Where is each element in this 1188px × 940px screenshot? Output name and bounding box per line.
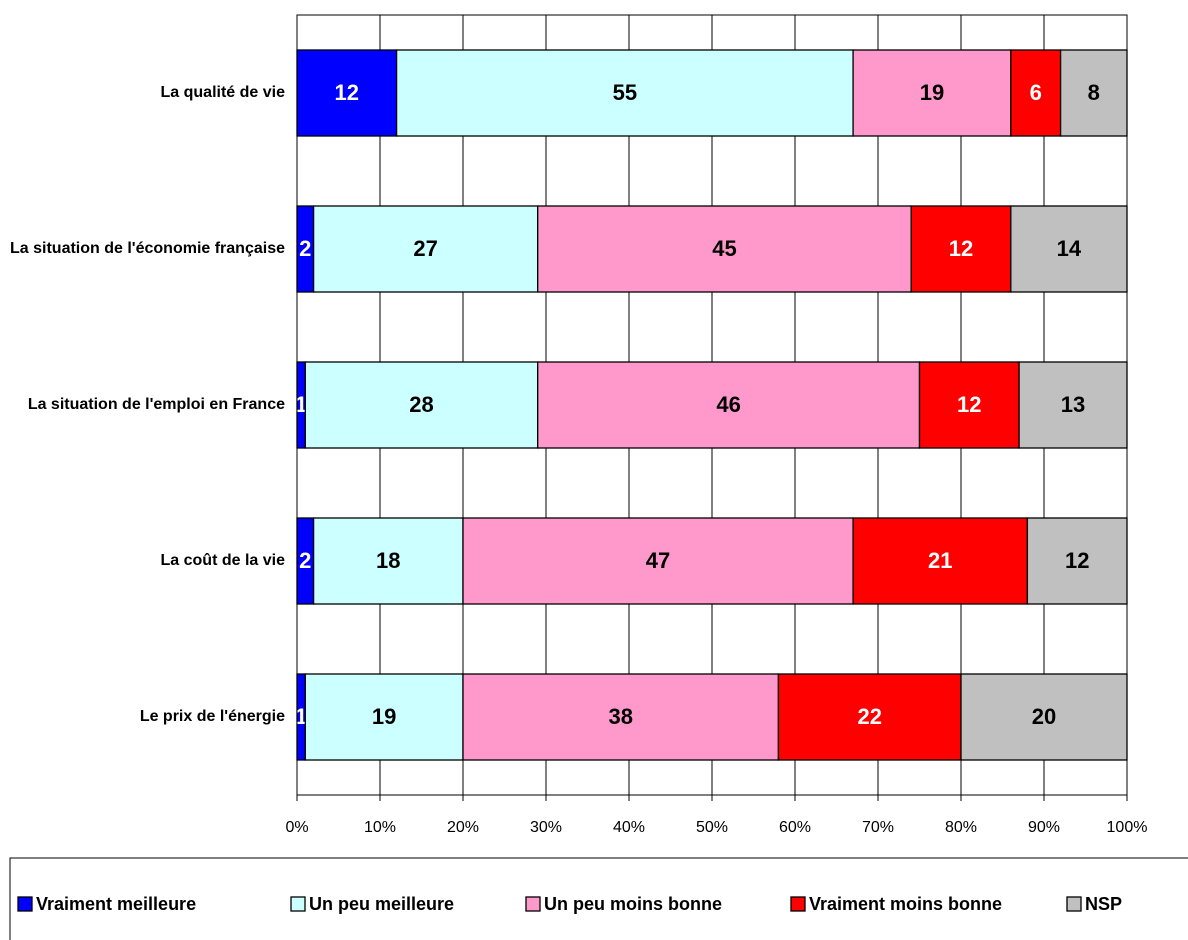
y-tick-label: La situation de l'emploi en France [27,396,285,413]
category-label-box: La situation de l'emploi en France [0,394,285,416]
data-label: 2 [299,548,311,573]
legend-label: Un peu meilleure [309,894,454,914]
bar-segment [852,49,1012,137]
bar-segment [1026,517,1128,605]
y-tick-label: La qualité de vie [160,84,285,101]
data-label: 1 [295,704,307,729]
legend-swatch [1066,896,1082,912]
bar-segment [312,205,539,293]
data-label: 14 [1057,236,1082,261]
x-tick-label: 0% [285,819,308,836]
x-tick-label: 50% [696,819,728,836]
bar-segment [1010,205,1128,293]
bar-segment [312,517,464,605]
data-label: 12 [949,236,973,261]
legend-swatch [17,896,33,912]
legend-box [9,857,1188,940]
bar-segment [296,49,398,137]
data-label: 6 [1030,80,1042,105]
data-label: 38 [608,704,632,729]
data-label: 13 [1061,392,1085,417]
data-label: 27 [413,236,437,261]
y-tick-label: La situation de l'économie française [10,240,285,257]
x-tick-label: 100% [1107,819,1148,836]
bar-segment [304,361,539,449]
bar-segment [910,205,1012,293]
legend-swatch [790,896,806,912]
data-label: 12 [957,392,981,417]
x-tick-label: 70% [862,819,894,836]
data-label: 12 [335,80,359,105]
data-label: 46 [716,392,740,417]
data-label: 8 [1088,80,1100,105]
x-tick-label: 90% [1028,819,1060,836]
category-label-box: La qualité de vie [0,82,285,104]
category-label-box: Le prix de l'énergie [0,706,285,728]
bar-segment [304,673,464,761]
legend-label: NSP [1085,894,1122,914]
x-tick-label: 30% [530,819,562,836]
data-label: 21 [928,548,952,573]
data-label: 47 [646,548,670,573]
bar-segment [960,673,1128,761]
data-label: 20 [1032,704,1056,729]
legend-label: Un peu moins bonne [544,894,722,914]
legend-swatch [525,896,541,912]
x-tick-label: 80% [945,819,977,836]
data-label: 12 [1065,548,1089,573]
bar-segment [918,361,1020,449]
x-tick-label: 40% [613,819,645,836]
data-label: 1 [295,392,307,417]
data-label: 22 [857,704,881,729]
bar-segment [462,517,854,605]
legend-label: Vraiment meilleure [36,894,196,914]
bar-segment [462,673,780,761]
data-label: 18 [376,548,400,573]
legend-swatch [290,896,306,912]
data-label: 19 [372,704,396,729]
bar-segment [1059,49,1128,137]
bar-segment [852,517,1029,605]
data-label: 55 [613,80,637,105]
x-tick-label: 10% [364,819,396,836]
category-label-box: La situation de l'économie française [0,238,285,260]
data-label: 45 [712,236,736,261]
legend-label: Vraiment moins bonne [809,894,1002,914]
category-label-box: La coût de la vie [0,550,285,572]
bar-segment [537,205,912,293]
data-label: 28 [409,392,433,417]
bar-segment [777,673,962,761]
y-tick-label: La coût de la vie [160,552,285,569]
data-label: 19 [920,80,944,105]
x-tick-label: 20% [447,819,479,836]
bar-segment [395,49,854,137]
y-tick-label: Le prix de l'énergie [139,708,285,725]
data-label: 2 [299,236,311,261]
bar-segment [1018,361,1128,449]
bar-segment [1010,49,1062,137]
x-tick-label: 60% [779,819,811,836]
bar-segment [537,361,921,449]
